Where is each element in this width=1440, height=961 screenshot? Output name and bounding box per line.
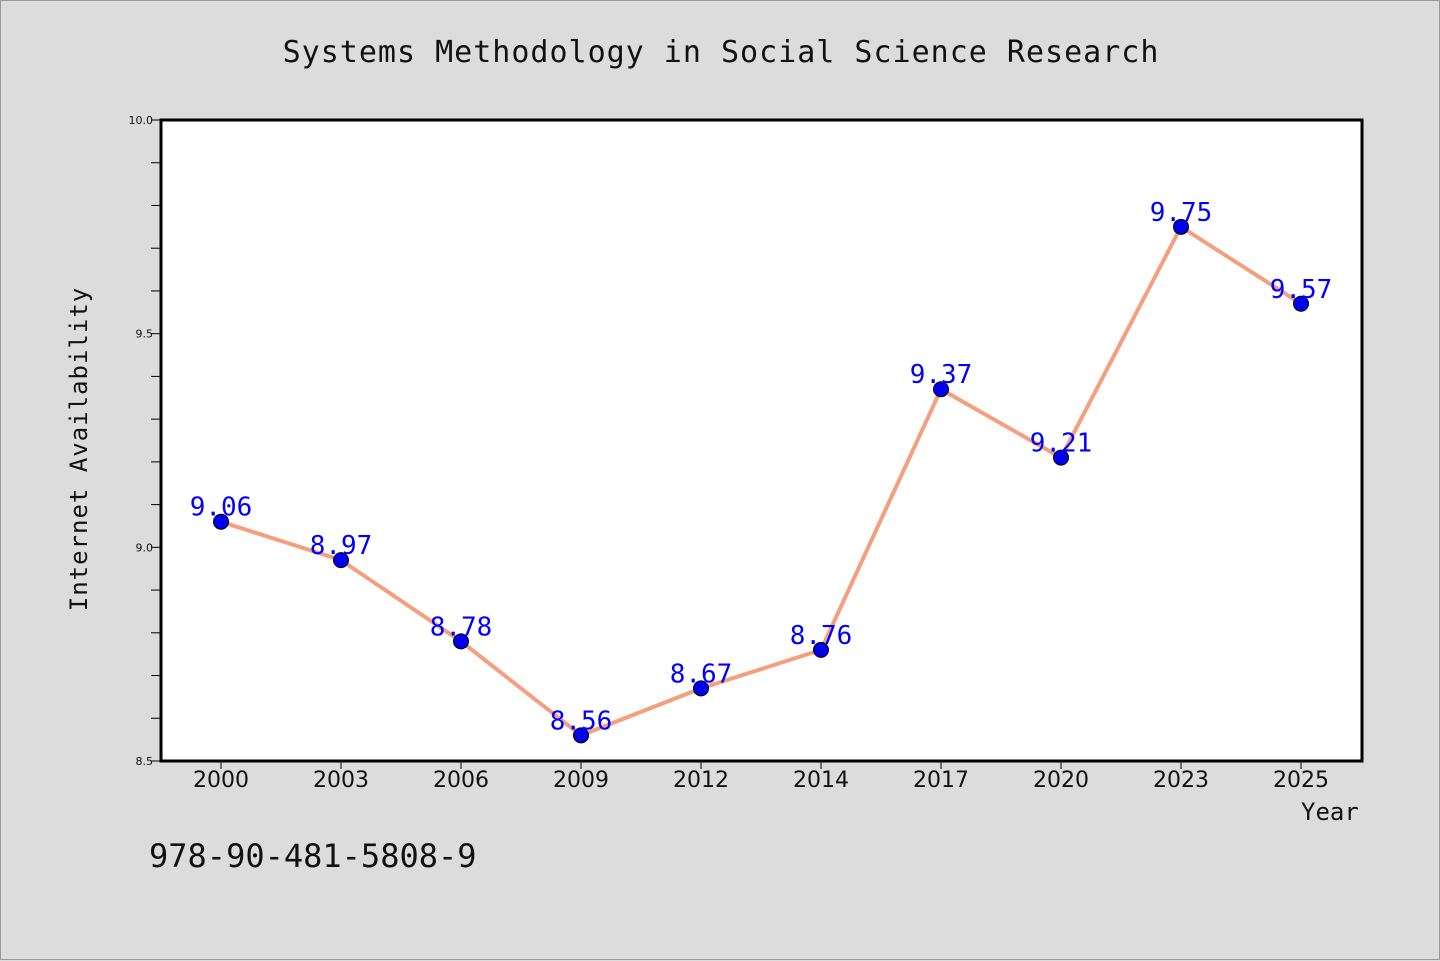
y-tick-label: 8.5: [136, 755, 154, 768]
data-point: [453, 633, 469, 650]
x-axis: 2000 2003 2006 2009 2012 2014 2017 2020 2023 2025: [193, 761, 1329, 793]
chart-title: Systems Methodology in Social Science Re…: [282, 35, 1160, 70]
y-tick-label: 10.0: [129, 114, 154, 127]
data-label: 9.37: [910, 360, 973, 390]
x-tick-label: 2009: [553, 768, 609, 793]
x-tick-label: 2023: [1153, 768, 1209, 793]
x-tick-label: 2000: [193, 768, 249, 793]
data-point: [213, 513, 229, 530]
x-tick-label: 2003: [313, 768, 369, 793]
data-point: [1053, 449, 1069, 466]
x-tick-label: 2020: [1033, 768, 1089, 793]
series-line: [219, 224, 1303, 738]
data-label: 8.67: [670, 659, 733, 689]
data-label: 8.78: [430, 612, 493, 642]
data-label: 9.06: [190, 493, 253, 523]
series-layer: [213, 218, 1309, 744]
y-tick-label: 9.0: [136, 541, 154, 554]
y-tick-label: 9.5: [136, 328, 154, 341]
data-label: 8.76: [790, 621, 853, 651]
data-point: [1293, 295, 1309, 312]
data-label: 9.57: [1270, 275, 1333, 305]
data-point: [573, 727, 589, 744]
x-tick-label: 2025: [1273, 768, 1329, 793]
data-label: 9.75: [1150, 198, 1213, 228]
data-point: [933, 381, 949, 398]
x-axis-label: Year: [1301, 798, 1359, 826]
y-axis-label: Internet Availability: [65, 286, 93, 612]
data-point: [693, 680, 709, 697]
data-point: [1173, 218, 1189, 235]
x-tick-label: 2014: [793, 768, 849, 793]
x-tick-label: 2006: [433, 768, 489, 793]
data-label: 9.21: [1030, 429, 1093, 459]
x-tick-label: 2012: [673, 768, 729, 793]
data-point: [813, 641, 829, 658]
data-label: 8.56: [550, 706, 613, 736]
data-label: 8.97: [310, 531, 373, 561]
data-labels: 9.06 8.97 8.78 8.56 8.67 8.76 9.37 9.21 9.75 9.57: [190, 198, 1333, 737]
y-axis: 8.5 9.0 9.5 10.0: [129, 114, 161, 768]
x-tick-label: 2017: [913, 768, 969, 793]
plot-area: [159, 118, 1364, 763]
data-point: [333, 552, 349, 569]
isbn-text: 978-90-481-5808-9: [149, 837, 477, 875]
